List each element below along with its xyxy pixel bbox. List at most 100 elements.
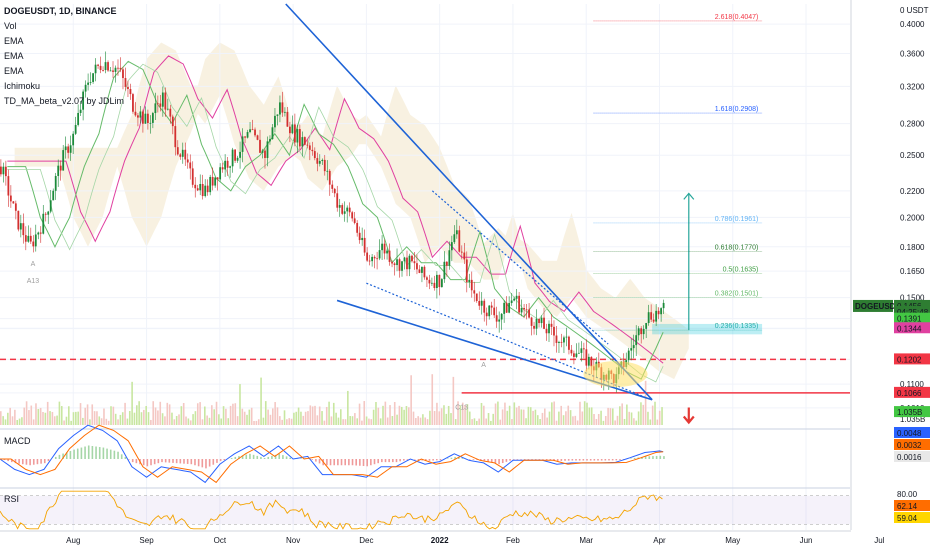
volume-bar [32, 419, 35, 425]
candle-body [221, 167, 224, 170]
volume-bar [405, 405, 408, 425]
volume-bar [628, 411, 631, 425]
candle-body [650, 312, 653, 320]
indicator-vol[interactable]: Vol [4, 21, 17, 31]
volume-bar [459, 405, 462, 425]
volume-bar [344, 419, 347, 425]
price-tick-3: 0.2800 [900, 120, 925, 129]
macd-hist-bar [439, 459, 442, 461]
volume-bar [417, 416, 419, 425]
volume-bar [539, 419, 541, 425]
volume-bar [53, 416, 56, 425]
macd-hist-bar [329, 459, 332, 466]
volume-bar [527, 406, 530, 425]
macd-hist-bar [575, 459, 577, 461]
macd-hist-bar [197, 459, 200, 467]
volume-bar [370, 419, 373, 425]
macd-hist-bar [381, 459, 383, 463]
volume-bar [396, 414, 398, 425]
volume-bar [461, 402, 464, 425]
macd-hist-bar [432, 459, 434, 461]
candle-body [495, 315, 498, 322]
volume-bar [525, 418, 527, 425]
volume-bar [546, 417, 548, 425]
volume-bar [126, 418, 129, 425]
macd-hist-bar [326, 459, 328, 466]
month-label-4: Dec [359, 536, 373, 545]
price-tick-4: 0.2500 [900, 151, 925, 160]
volume-bar [70, 420, 72, 425]
trendline-3 [431, 190, 609, 345]
candle-body [488, 305, 491, 317]
candle-body [69, 145, 72, 153]
macd-hist-bar [538, 459, 541, 460]
candle-body [408, 255, 411, 270]
volume-bar [107, 420, 110, 425]
month-label-11: Jul [874, 536, 884, 545]
candle-body [538, 318, 540, 324]
volume-bar [79, 403, 82, 425]
macd-hist-bar [531, 459, 533, 460]
volume-bar [349, 416, 351, 425]
candle-body [361, 237, 364, 241]
macd-hist-bar [648, 456, 651, 459]
volume-bar [138, 401, 140, 425]
symbol-title[interactable]: DOGEUSDT, 1D, BINANCE [4, 6, 117, 16]
macd-hist-bar [212, 459, 215, 465]
volume-bar [279, 416, 281, 425]
candle-body [204, 185, 207, 197]
volume-bar [476, 420, 478, 425]
volume-bar [201, 419, 204, 425]
candle-body [490, 305, 493, 308]
macd-hist-bar [36, 459, 39, 465]
macd-hist-bar [21, 459, 24, 465]
price-badge-text-1: 04:25:48 [897, 308, 929, 317]
macd-hist-bar [582, 459, 585, 461]
candle-body [358, 232, 361, 241]
indicator-ichimoku[interactable]: Ichimoku [4, 81, 41, 91]
macd-badge-text-1: 0.0032 [897, 441, 922, 450]
macd-hist-bar [289, 457, 292, 459]
volume-bar [150, 419, 152, 425]
volume-bar [412, 411, 415, 425]
volume-bar [25, 401, 28, 425]
candle-body [112, 70, 114, 72]
candle-body [14, 203, 17, 211]
candle-body [89, 81, 92, 83]
indicator-ema-1[interactable]: EMA [4, 36, 24, 46]
candle-body [640, 328, 643, 335]
macd-hist-bar [589, 459, 592, 461]
macd-hist-bar [571, 459, 574, 461]
candle-body [660, 308, 663, 315]
macd-hist-bar [271, 455, 273, 459]
candle-body [59, 165, 62, 171]
indicator-td-ma[interactable]: TD_MA_beta_v2.07 by JDLim [4, 96, 125, 106]
candle-body [264, 150, 266, 158]
candle-body [585, 349, 588, 366]
candle-body [642, 328, 645, 335]
macd-hist-bar [355, 459, 357, 466]
support-levels [0, 358, 850, 394]
macd-hist-bar [102, 447, 105, 459]
volume-bar [232, 403, 234, 425]
candle-body [2, 166, 5, 175]
volume-bar [262, 417, 265, 425]
indicator-ema-3[interactable]: EMA [4, 66, 24, 76]
macd-hist-bar [359, 459, 361, 466]
fib-label-0: 2.618(0.4047) [715, 14, 759, 21]
volume-bar [398, 405, 401, 425]
volume-bar [98, 416, 101, 425]
candle-body [139, 111, 142, 118]
rsi-label[interactable]: RSI [4, 494, 20, 504]
volume-bar [452, 376, 455, 425]
time-axis[interactable]: Aug Sep Oct Nov Dec 2022 Feb Mar Apr May Jun Jul [0, 530, 885, 545]
indicator-ema-2[interactable]: EMA [4, 51, 24, 61]
month-label-9: May [725, 536, 740, 545]
candle-body [553, 326, 555, 336]
volume-bar [145, 405, 147, 425]
price-axis[interactable]: 0 USDT 0.4000 0.3600 0.3200 0.2800 0.2500 0.22… [850, 0, 932, 550]
candle-body [493, 307, 496, 316]
volume-bar [358, 403, 361, 425]
macd-label[interactable]: MACD [4, 436, 31, 446]
